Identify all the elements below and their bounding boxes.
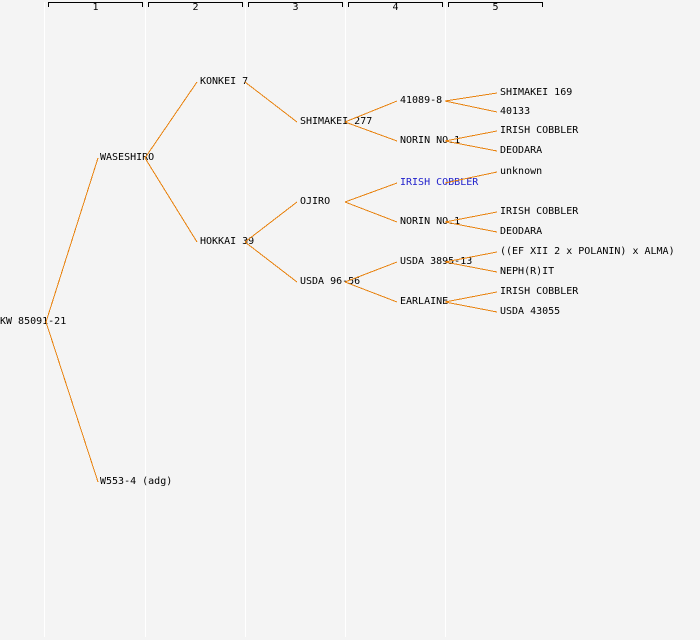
column-number: 2 [192,2,199,13]
pedigree-node-usda-96-56: USDA 96-56 [300,276,361,287]
pedigree-node-neph-r-it: NEPH(R)IT [500,266,555,277]
pedigree-node-usda-3895-13: USDA 3895-13 [400,256,473,267]
pedigree-node-irish-cobbler-link[interactable]: IRISH COBBLER [400,177,479,188]
pedigree-node-41089-8: 41089-8 [400,95,443,106]
pedigree-edge [45,157,99,323]
pedigree-edge [244,241,298,283]
pedigree-edge [344,201,398,223]
pedigree-node-unknown: unknown [500,166,543,177]
column-divider [345,2,346,637]
column-divider [145,2,146,637]
pedigree-edge [444,291,498,303]
pedigree-edge [344,182,398,203]
column-divider [245,2,246,637]
pedigree-edge [444,301,498,313]
pedigree-node-hokkai-39: HOKKAI 39 [200,236,255,247]
pedigree-edge [144,81,198,159]
pedigree-node-norin-no1-b: NORIN NO.1 [400,216,461,227]
column-bracket [448,2,543,7]
column-number: 4 [392,2,399,13]
pedigree-edge [45,321,99,483]
column-divider [44,2,45,637]
pedigree-node-earlaine: EARLAINE [400,296,449,307]
column-bracket [248,2,343,7]
pedigree-node-kw-85091-21: KW 85091-21 [0,316,67,327]
pedigree-node-irish-cobbler-1: IRISH COBBLER [500,125,579,136]
column-number: 3 [292,2,299,13]
pedigree-node-shimakei-169: SHIMAKEI 169 [500,87,573,98]
column-number: 5 [492,2,499,13]
pedigree-node-ef-xii-cross: ((EF XII 2 x POLANIN) x ALMA) [500,246,675,257]
pedigree-node-norin-no1-a: NORIN NO.1 [400,135,461,146]
pedigree-node-shimakei-277: SHIMAKEI 277 [300,116,373,127]
pedigree-node-w553-4-adg: W553-4 (adg) [100,476,173,487]
pedigree-node-deodara-2: DEODARA [500,226,543,237]
pedigree-node-40133: 40133 [500,106,531,117]
column-bracket [48,2,143,7]
pedigree-node-deodara-1: DEODARA [500,145,543,156]
pedigree-edge [144,157,198,243]
pedigree-node-irish-cobbler-3: IRISH COBBLER [500,286,579,297]
pedigree-node-konkei-7: KONKEI 7 [200,76,249,87]
column-bracket [148,2,243,7]
pedigree-node-irish-cobbler-2: IRISH COBBLER [500,206,579,217]
pedigree-node-ojiro: OJIRO [300,196,331,207]
pedigree-node-usda-43055: USDA 43055 [500,306,561,317]
pedigree-edge [444,92,498,102]
column-divider [445,2,446,637]
pedigree-node-waseshiro: WASESHIRO [100,152,155,163]
column-number: 1 [92,2,99,13]
column-bracket [348,2,443,7]
pedigree-edge [244,81,298,123]
pedigree-edge [444,100,498,113]
